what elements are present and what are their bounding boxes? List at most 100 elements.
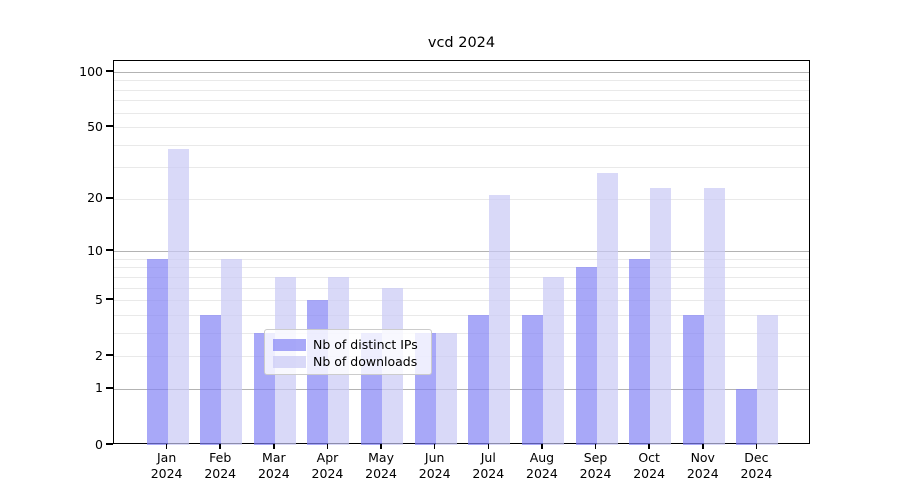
- y-tick-label: 50: [87, 118, 103, 134]
- x-tick-year: 2024: [579, 466, 612, 481]
- y-tick-mark: [106, 354, 113, 356]
- x-tick-month: Apr: [316, 450, 339, 465]
- x-tick-mark: [487, 444, 490, 449]
- x-tick-month: Nov: [690, 450, 715, 465]
- bar-downloads: [221, 258, 243, 445]
- x-tick-label: Oct 2024: [611, 450, 687, 482]
- x-tick-label: May 2024: [343, 450, 419, 482]
- bar-downloads: [435, 332, 457, 445]
- bar-distinct-ips: [146, 258, 168, 445]
- bar-distinct-ips: [682, 314, 704, 445]
- y-gridline-minor: [114, 314, 809, 316]
- y-tick-label: 10: [87, 242, 103, 258]
- bar-distinct-ips: [468, 314, 490, 445]
- legend-item-downloads: Nb of downloads: [273, 353, 431, 370]
- x-tick-year: 2024: [418, 466, 451, 481]
- y-gridline-minor: [114, 332, 809, 334]
- legend-label-distinct-ips: Nb of distinct IPs: [313, 337, 418, 352]
- bar-distinct-ips: [200, 314, 222, 445]
- y-gridline-minor: [114, 100, 809, 102]
- y-tick-mark: [106, 125, 113, 127]
- y-gridline-major: [114, 72, 809, 73]
- x-tick-mark: [273, 444, 275, 449]
- bar-downloads: [757, 314, 779, 445]
- x-tick-year: 2024: [472, 466, 505, 481]
- y-gridline-minor: [114, 80, 809, 82]
- x-tick-mark: [326, 444, 329, 449]
- x-tick-mark: [648, 444, 650, 449]
- y-tick-label: 0: [95, 436, 103, 452]
- x-tick-year: 2024: [365, 466, 397, 481]
- y-tick-mark: [106, 443, 113, 445]
- y-gridline-minor: [114, 144, 809, 146]
- x-tick-label: Nov 2024: [665, 450, 741, 482]
- x-tick-mark: [433, 444, 436, 449]
- y-gridline-minor: [114, 198, 809, 200]
- bar-distinct-ips: [736, 388, 758, 445]
- x-tick-month: Mar: [262, 450, 286, 465]
- x-tick-month: Dec: [744, 450, 769, 465]
- x-tick-label: Aug 2024: [504, 450, 580, 482]
- bar-distinct-ips: [521, 314, 543, 445]
- y-tick-mark: [106, 298, 113, 300]
- y-tick-mark: [106, 197, 113, 199]
- bar-distinct-ips: [575, 267, 597, 445]
- y-gridline-major: [114, 251, 809, 253]
- x-tick-mark: [594, 444, 597, 449]
- x-tick-label: Jul 2024: [450, 450, 526, 482]
- legend: Nb of distinct IPs Nb of downloads: [264, 329, 432, 375]
- y-gridline-minor: [114, 267, 809, 269]
- x-tick-year: 2024: [257, 466, 290, 481]
- y-gridline-minor: [114, 287, 809, 289]
- x-tick-mark: [165, 444, 168, 449]
- legend-label-downloads: Nb of downloads: [313, 354, 418, 369]
- x-tick-label: Mar 2024: [236, 450, 312, 482]
- legend-swatch-downloads: [273, 355, 306, 368]
- x-tick-year: 2024: [526, 466, 558, 481]
- x-tick-year: 2024: [686, 466, 719, 481]
- y-gridline-minor: [114, 300, 809, 302]
- x-tick-mark: [541, 444, 543, 449]
- bar-downloads: [596, 172, 618, 445]
- y-tick-label: 20: [87, 190, 103, 206]
- bar-distinct-ips: [629, 258, 651, 445]
- legend-swatch-distinct-ips: [273, 338, 306, 351]
- y-tick-label: 1: [95, 380, 103, 396]
- x-tick-year: 2024: [311, 466, 344, 481]
- x-tick-month: Aug: [529, 450, 555, 465]
- y-gridline-major: [114, 388, 809, 390]
- x-tick-year: 2024: [204, 466, 237, 481]
- y-gridline-minor: [114, 112, 809, 114]
- x-tick-mark: [380, 444, 382, 449]
- y-gridline-minor: [114, 276, 809, 278]
- x-tick-year: 2024: [150, 466, 183, 481]
- y-tick-mark: [106, 387, 113, 389]
- x-tick-year: 2024: [633, 466, 666, 481]
- y-tick-mark: [106, 249, 113, 251]
- x-tick-month: Feb: [209, 450, 232, 465]
- bar-downloads: [703, 188, 725, 445]
- x-tick-month: Jan: [156, 450, 177, 465]
- x-tick-mark: [755, 444, 758, 449]
- plot-area: [113, 60, 810, 445]
- legend-item-distinct-ips: Nb of distinct IPs: [273, 336, 431, 353]
- y-gridline-minor: [114, 89, 809, 91]
- x-tick-month: May: [368, 450, 394, 465]
- y-tick-label: 2: [95, 347, 103, 363]
- bar-downloads: [489, 195, 511, 445]
- x-tick-mark: [219, 444, 221, 449]
- x-tick-label: Jun 2024: [397, 450, 473, 482]
- y-gridline-minor: [114, 167, 809, 169]
- x-tick-year: 2024: [740, 466, 773, 481]
- y-gridline-minor: [114, 356, 809, 358]
- x-tick-label: Jan 2024: [129, 450, 205, 482]
- y-tick-label: 100: [79, 63, 103, 79]
- y-tick-label: 5: [95, 291, 103, 307]
- bar-downloads: [542, 276, 564, 445]
- y-tick-mark: [106, 70, 113, 72]
- y-gridline-minor: [114, 127, 809, 129]
- x-tick-label: Apr 2024: [289, 450, 365, 482]
- x-tick-mark: [702, 444, 704, 449]
- chart-title: vcd 2024: [427, 35, 496, 51]
